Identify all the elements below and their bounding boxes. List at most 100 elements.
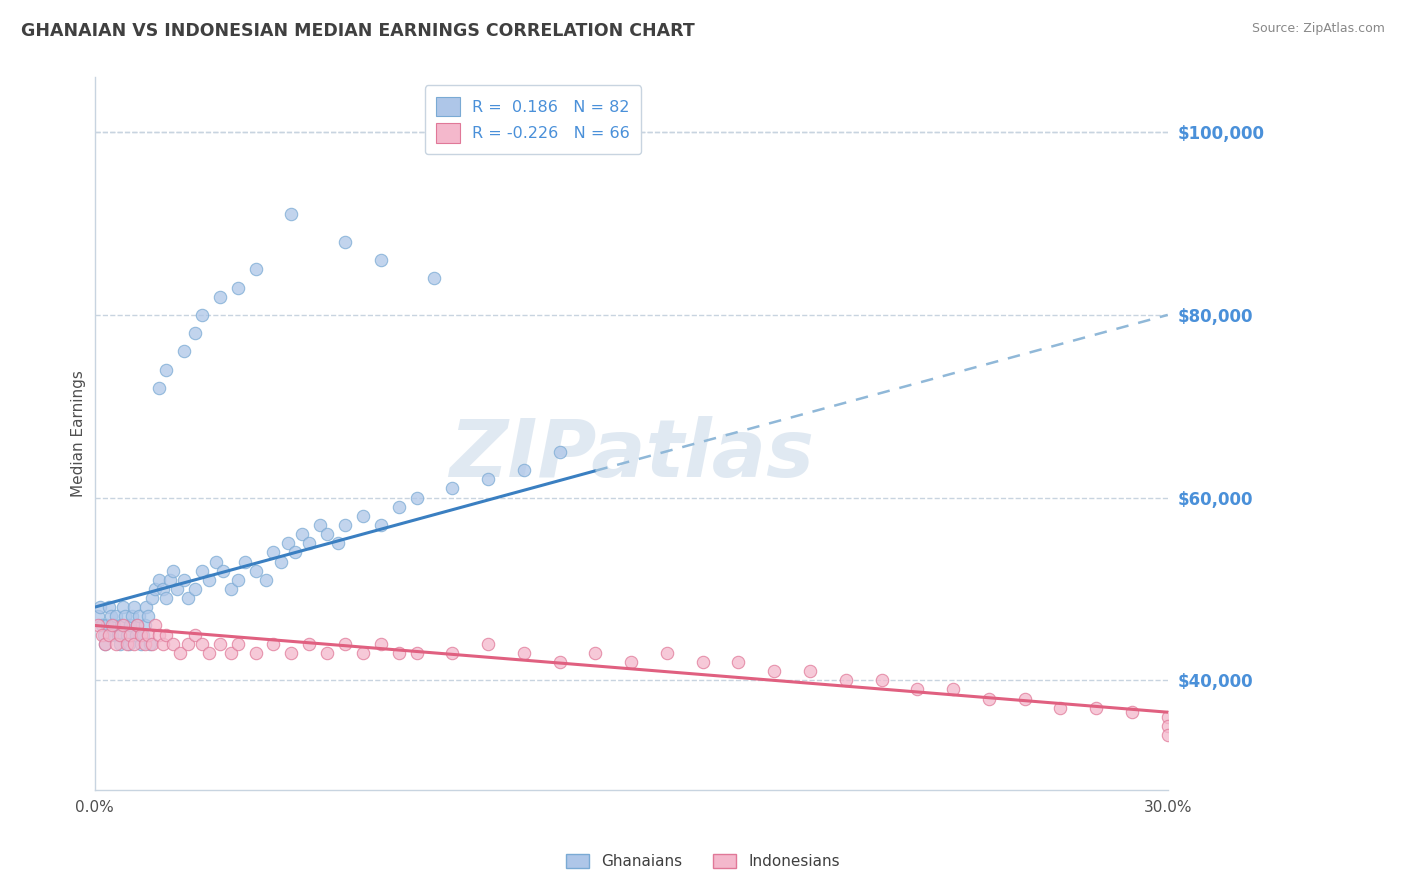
Point xyxy=(87,618,110,632)
Point xyxy=(191,637,214,651)
Point xyxy=(100,609,122,624)
Point xyxy=(198,573,221,587)
Point xyxy=(835,673,858,688)
Point xyxy=(441,482,464,496)
Point xyxy=(107,627,129,641)
Point xyxy=(270,554,292,568)
Point xyxy=(139,637,162,651)
Point xyxy=(548,655,571,669)
Point xyxy=(127,618,149,632)
Point xyxy=(166,582,188,596)
Point xyxy=(316,527,339,541)
Point xyxy=(108,627,131,641)
Point xyxy=(162,564,184,578)
Point xyxy=(191,564,214,578)
Point xyxy=(145,582,167,596)
Point xyxy=(280,207,302,221)
Point xyxy=(388,646,411,660)
Point xyxy=(112,600,135,615)
Point xyxy=(620,655,643,669)
Point xyxy=(333,518,356,533)
Point xyxy=(90,627,112,641)
Point xyxy=(136,627,159,641)
Point xyxy=(352,646,374,660)
Point xyxy=(101,618,124,632)
Point xyxy=(155,591,177,605)
Point xyxy=(254,573,277,587)
Point xyxy=(173,344,195,359)
Point xyxy=(205,554,228,568)
Point xyxy=(105,637,128,651)
Point xyxy=(245,564,267,578)
Point xyxy=(121,609,143,624)
Point xyxy=(1157,719,1180,733)
Text: GHANAIAN VS INDONESIAN MEDIAN EARNINGS CORRELATION CHART: GHANAIAN VS INDONESIAN MEDIAN EARNINGS C… xyxy=(21,22,695,40)
Point xyxy=(326,536,349,550)
Point xyxy=(108,637,131,651)
Point xyxy=(105,609,128,624)
Point xyxy=(405,491,427,505)
Point xyxy=(799,664,821,678)
Point xyxy=(132,627,155,641)
Point xyxy=(370,637,392,651)
Point xyxy=(280,646,302,660)
Point xyxy=(129,627,152,641)
Point xyxy=(125,627,148,641)
Point xyxy=(155,362,177,376)
Point xyxy=(208,290,231,304)
Point xyxy=(405,646,427,660)
Point xyxy=(212,564,235,578)
Point xyxy=(1014,691,1036,706)
Point xyxy=(1157,728,1180,742)
Point xyxy=(370,518,392,533)
Point xyxy=(226,573,249,587)
Point xyxy=(1085,700,1108,714)
Point xyxy=(129,637,152,651)
Point xyxy=(513,463,536,477)
Point xyxy=(103,618,125,632)
Point xyxy=(97,600,120,615)
Point xyxy=(583,646,606,660)
Text: ZIPatlas: ZIPatlas xyxy=(449,416,814,494)
Point xyxy=(145,618,167,632)
Point xyxy=(1174,732,1197,747)
Point xyxy=(513,646,536,660)
Point xyxy=(141,591,163,605)
Point xyxy=(333,637,356,651)
Point xyxy=(148,627,170,641)
Point xyxy=(277,536,299,550)
Point xyxy=(184,582,207,596)
Point xyxy=(184,627,207,641)
Point xyxy=(477,637,499,651)
Point xyxy=(655,646,678,660)
Point xyxy=(191,308,214,322)
Point xyxy=(905,682,928,697)
Point xyxy=(352,508,374,523)
Point xyxy=(245,262,267,277)
Y-axis label: Median Earnings: Median Earnings xyxy=(72,370,86,497)
Point xyxy=(135,600,157,615)
Point xyxy=(1192,737,1215,751)
Point xyxy=(127,618,149,632)
Point xyxy=(148,381,170,395)
Point xyxy=(284,545,307,559)
Point xyxy=(184,326,207,341)
Point xyxy=(333,235,356,249)
Point xyxy=(120,627,142,641)
Text: Source: ZipAtlas.com: Source: ZipAtlas.com xyxy=(1251,22,1385,36)
Point xyxy=(298,637,321,651)
Point xyxy=(89,600,111,615)
Point xyxy=(87,609,110,624)
Point xyxy=(155,627,177,641)
Point xyxy=(136,609,159,624)
Point xyxy=(90,618,112,632)
Point xyxy=(291,527,314,541)
Point xyxy=(97,627,120,641)
Point xyxy=(122,637,145,651)
Point xyxy=(134,637,156,651)
Point xyxy=(219,582,242,596)
Point xyxy=(112,618,135,632)
Point xyxy=(115,627,138,641)
Point xyxy=(548,445,571,459)
Point xyxy=(141,637,163,651)
